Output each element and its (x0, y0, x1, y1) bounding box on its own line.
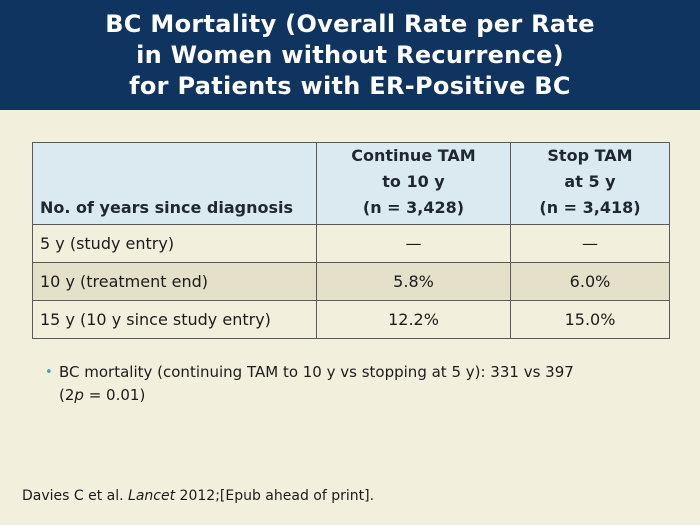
stop-tam-value: — (510, 224, 670, 263)
header-continue-tam: Continue TAM to 10 y (n = 3,428) (316, 142, 511, 225)
stop-tam-value: 6.0% (510, 262, 670, 301)
table-row: 10 y (treatment end) 5.8% 6.0% (32, 262, 670, 301)
table-header-row: No. of years since diagnosis Continue TA… (32, 142, 670, 225)
p-value-text: (2p = 0.01) (59, 386, 146, 404)
row-label: 10 y (treatment end) (32, 262, 317, 301)
title-line: in Women without Recurrence) (136, 40, 564, 69)
mortality-table: No. of years since diagnosis Continue TA… (32, 142, 670, 339)
title-line: BC Mortality (Overall Rate per Rate (105, 9, 595, 38)
table-row: 15 y (10 y since study entry) 12.2% 15.0… (32, 300, 670, 339)
row-label: 15 y (10 y since study entry) (32, 300, 317, 339)
stop-tam-value: 15.0% (510, 300, 670, 339)
table-row: 5 y (study entry) — — (32, 224, 670, 263)
row-label: 5 y (study entry) (32, 224, 317, 263)
continue-tam-value: — (316, 224, 511, 263)
title-line: for Patients with ER-Positive BC (129, 71, 571, 100)
bullet-marker: • (45, 365, 53, 380)
citation: Davies C et al. Lancet 2012;[Epub ahead … (22, 488, 375, 504)
continue-tam-value: 12.2% (316, 300, 511, 339)
bullet-text: BC mortality (continuing TAM to 10 y vs … (59, 363, 574, 381)
slide-title: BC Mortality (Overall Rate per Rate in W… (105, 9, 595, 102)
header-years-since-diagnosis: No. of years since diagnosis (32, 142, 317, 225)
continue-tam-value: 5.8% (316, 262, 511, 301)
bullet-point: • BC mortality (continuing TAM to 10 y v… (45, 361, 645, 407)
header-stop-tam: Stop TAM at 5 y (n = 3,418) (510, 142, 670, 225)
title-banner: BC Mortality (Overall Rate per Rate in W… (0, 0, 700, 110)
journal-name: Lancet (128, 488, 176, 504)
